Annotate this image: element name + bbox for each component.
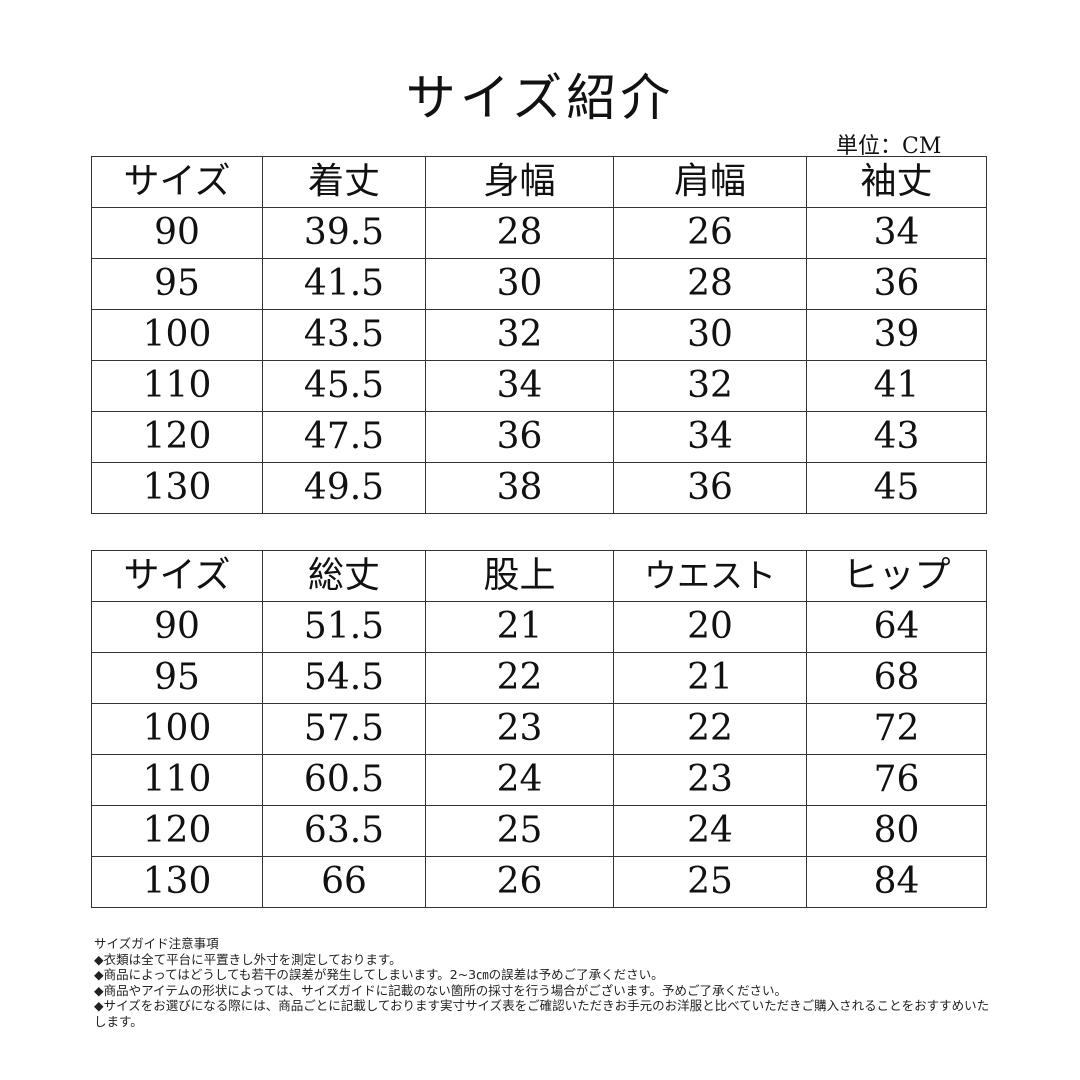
table-cell: 68 <box>806 652 987 704</box>
table-cell: 130 <box>91 856 263 908</box>
table-cell: 26 <box>425 856 614 908</box>
table-cell: 34 <box>613 411 807 463</box>
table-cell: 90 <box>91 207 263 259</box>
table-cell: 39.5 <box>262 207 426 259</box>
note-item: ◆衣類は全て平台に平置きし外寸を測定しております。 <box>94 951 402 967</box>
table-row: 90 51.5 21 20 64 <box>91 601 987 653</box>
bottom-size-table: サイズ 総丈 股上 ウエスト ヒップ 90 51.5 21 20 64 95 54.5 22 21 68 10… <box>91 550 987 908</box>
table-cell: 30 <box>613 309 807 361</box>
table-cell: 28 <box>425 207 614 259</box>
table-cell: 43 <box>806 411 987 463</box>
table-cell: 100 <box>91 309 263 361</box>
table-cell: 72 <box>806 703 987 755</box>
table-cell: 57.5 <box>262 703 426 755</box>
table-cell: 51.5 <box>262 601 426 653</box>
table-cell: 49.5 <box>262 462 426 514</box>
table-cell: 22 <box>613 703 807 755</box>
top-size-table: サイズ 着丈 身幅 肩幅 袖丈 90 39.5 28 26 34 95 41.5 30 28 36 100 43… <box>91 156 987 514</box>
table-cell: 120 <box>91 411 263 463</box>
table-row: 110 45.5 34 32 41 <box>91 360 987 412</box>
header-cell: 股上 <box>425 550 614 602</box>
table-cell: 36 <box>613 462 807 514</box>
page-title: サイズ紹介 <box>405 69 675 127</box>
table-cell: 34 <box>425 360 614 412</box>
table-cell: 21 <box>425 601 614 653</box>
table-cell: 39 <box>806 309 987 361</box>
table-row: 120 47.5 36 34 43 <box>91 411 987 463</box>
header-cell: サイズ <box>91 156 263 208</box>
table-cell: 36 <box>425 411 614 463</box>
table-cell: 64 <box>806 601 987 653</box>
table-row: 110 60.5 24 23 76 <box>91 754 987 806</box>
header-row: サイズ 総丈 股上 ウエスト ヒップ <box>91 550 987 602</box>
table-row: 95 54.5 22 21 68 <box>91 652 987 704</box>
notes-heading: サイズガイド注意事項 <box>94 936 219 951</box>
table-cell: 45 <box>806 462 987 514</box>
table-cell: 90 <box>91 601 263 653</box>
table-cell: 24 <box>425 754 614 806</box>
table-cell: 23 <box>613 754 807 806</box>
table-cell: 26 <box>613 207 807 259</box>
table-cell: 38 <box>425 462 614 514</box>
table-cell: 30 <box>425 258 614 310</box>
table-row: 120 63.5 25 24 80 <box>91 805 987 857</box>
table-cell: 60.5 <box>262 754 426 806</box>
table-cell: 43.5 <box>262 309 426 361</box>
note-item: ◆サイズをお選びになる際には、商品ごとに記載しております実寸サイズ表をご確認いた… <box>94 998 990 1029</box>
table-row: 130 66 26 25 84 <box>91 856 987 908</box>
table-cell: 95 <box>91 652 263 704</box>
table-cell: 22 <box>425 652 614 704</box>
table-cell: 32 <box>425 309 614 361</box>
table-cell: 25 <box>425 805 614 857</box>
table-cell: 25 <box>613 856 807 908</box>
header-cell: 袖丈 <box>806 156 987 208</box>
table-cell: 120 <box>91 805 263 857</box>
table-cell: 41.5 <box>262 258 426 310</box>
unit-label: 単位：CM <box>836 134 942 159</box>
table-cell: 32 <box>613 360 807 412</box>
table-cell: 63.5 <box>262 805 426 857</box>
table-cell: 76 <box>806 754 987 806</box>
table-cell: 41 <box>806 360 987 412</box>
header-cell: 身幅 <box>425 156 614 208</box>
table-cell: 54.5 <box>262 652 426 704</box>
size-notes: サイズガイド注意事項 ◆衣類は全て平台に平置きし外寸を測定しております。 ◆商品… <box>94 936 994 1029</box>
table-row: 95 41.5 30 28 36 <box>91 258 987 310</box>
table-cell: 66 <box>262 856 426 908</box>
header-cell: サイズ <box>91 550 263 602</box>
table-row: 100 57.5 23 22 72 <box>91 703 987 755</box>
header-cell: 着丈 <box>262 156 426 208</box>
header-cell: ヒップ <box>806 550 987 602</box>
table-cell: 47.5 <box>262 411 426 463</box>
table-cell: 100 <box>91 703 263 755</box>
table-cell: 45.5 <box>262 360 426 412</box>
table-row: 130 49.5 38 36 45 <box>91 462 987 514</box>
table-cell: 24 <box>613 805 807 857</box>
header-cell: 総丈 <box>262 550 426 602</box>
table-cell: 36 <box>806 258 987 310</box>
table-cell: 21 <box>613 652 807 704</box>
table-cell: 95 <box>91 258 263 310</box>
header-cell: ウエスト <box>613 550 807 602</box>
note-item: ◆商品によってはどうしても若干の誤差が発生してしまいます。2~3㎝の誤差は予めご… <box>94 967 664 982</box>
header-cell: 肩幅 <box>613 156 807 208</box>
table-cell: 80 <box>806 805 987 857</box>
table-cell: 20 <box>613 601 807 653</box>
table-cell: 130 <box>91 462 263 514</box>
table-cell: 28 <box>613 258 807 310</box>
table-row: 100 43.5 32 30 39 <box>91 309 987 361</box>
table-cell: 110 <box>91 360 263 412</box>
header-row: サイズ 着丈 身幅 肩幅 袖丈 <box>91 156 987 208</box>
table-row: 90 39.5 28 26 34 <box>91 207 987 259</box>
table-cell: 34 <box>806 207 987 259</box>
table-cell: 84 <box>806 856 987 908</box>
table-cell: 23 <box>425 703 614 755</box>
note-item: ◆商品やアイテムの形状によっては、サイズガイドに記載のない箇所の採寸を行う場合が… <box>94 982 787 998</box>
table-cell: 110 <box>91 754 263 806</box>
